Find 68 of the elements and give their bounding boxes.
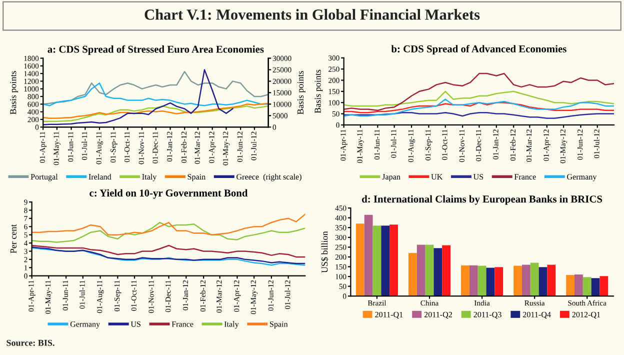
bar bbox=[486, 268, 495, 296]
line-series bbox=[344, 102, 614, 114]
legend-label: Italy bbox=[224, 321, 239, 329]
legend-label: Spain bbox=[188, 174, 206, 182]
legend-label: US bbox=[130, 321, 140, 327]
legend-label: Italy bbox=[142, 174, 157, 182]
legend-label: 2011-Q1 bbox=[375, 312, 403, 319]
legend-label: Japan bbox=[382, 174, 400, 182]
bar bbox=[566, 274, 575, 296]
legend-label: France bbox=[514, 174, 536, 180]
bar bbox=[469, 265, 478, 296]
bar bbox=[600, 276, 608, 296]
legend-label: 2011-Q3 bbox=[474, 312, 502, 319]
y2-axis-title: Basis points bbox=[297, 71, 306, 114]
bar bbox=[547, 264, 556, 296]
legend-label: 2012-Q1 bbox=[572, 312, 600, 319]
line-series bbox=[32, 214, 306, 236]
legend-label: Germany bbox=[567, 174, 597, 182]
bar bbox=[582, 277, 592, 296]
y-axis-title: Basis points bbox=[10, 71, 18, 114]
bar bbox=[356, 224, 364, 296]
y-axis-title: Per cent bbox=[10, 224, 16, 254]
legend-label: Greece (right scale) bbox=[236, 174, 302, 182]
text: Chart V.1: Movements in Global Financial Markets bbox=[144, 9, 480, 20]
chart-title: d: International Claims by European Banks in BRICS bbox=[362, 195, 602, 205]
chart-title: c: Yield on 10-yr Government Bond bbox=[90, 189, 248, 199]
bar bbox=[364, 214, 373, 296]
bar bbox=[591, 278, 600, 296]
y-axis-title: US$ billion bbox=[321, 231, 328, 273]
line-series bbox=[344, 90, 614, 107]
legend-label: 2011-Q4 bbox=[522, 312, 551, 319]
bar bbox=[530, 262, 539, 296]
bar bbox=[434, 248, 442, 296]
legend-label: Ireland bbox=[88, 174, 112, 180]
bar bbox=[442, 245, 451, 296]
legend-label: UK bbox=[431, 174, 443, 180]
line-series bbox=[43, 69, 234, 126]
bar bbox=[390, 224, 398, 296]
line-series bbox=[43, 70, 268, 105]
legend-label: Portugal bbox=[30, 174, 58, 182]
line-series bbox=[43, 102, 268, 119]
line-series bbox=[344, 98, 614, 117]
legend-label: US bbox=[473, 174, 484, 180]
line-series bbox=[344, 72, 614, 112]
bar bbox=[461, 265, 470, 296]
legend-label: Germany bbox=[70, 321, 100, 329]
source-note: Source: BIS. bbox=[6, 340, 54, 346]
bar bbox=[408, 253, 417, 296]
line-series bbox=[32, 222, 306, 243]
legend-label: Spain bbox=[270, 321, 288, 328]
bar bbox=[381, 226, 390, 296]
chart-title: b: CDS Spread of Advanced Economies bbox=[391, 44, 566, 55]
bar bbox=[522, 264, 530, 296]
chart-title: a: CDS Spread of Stressed Euro Area Economies bbox=[48, 45, 264, 55]
legend-label: 2011-Q2 bbox=[424, 312, 452, 319]
bar bbox=[538, 267, 548, 296]
bar bbox=[574, 274, 583, 296]
bar bbox=[372, 226, 382, 296]
bar bbox=[494, 267, 504, 296]
y-axis-title: Basis points bbox=[314, 70, 323, 114]
line-series bbox=[32, 244, 306, 258]
bar bbox=[478, 266, 486, 296]
bar bbox=[416, 244, 426, 296]
line-series bbox=[43, 105, 268, 122]
bar bbox=[514, 266, 522, 296]
line-series bbox=[43, 82, 268, 106]
legend-label: France bbox=[172, 322, 194, 327]
bar bbox=[425, 244, 434, 296]
